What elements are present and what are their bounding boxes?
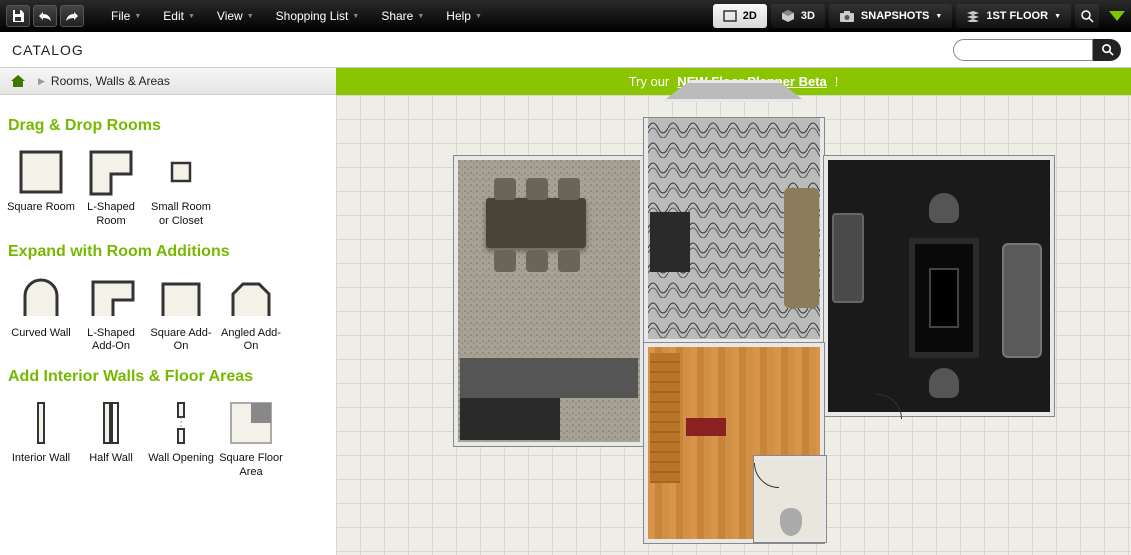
section-additions-title: Expand with Room Additions [8, 243, 330, 261]
breadcrumb-home-icon[interactable] [8, 72, 28, 90]
promo-suffix: ! [835, 74, 839, 89]
furniture-chair[interactable] [494, 250, 516, 272]
floor-selector[interactable]: 1ST FLOOR▼ [956, 4, 1071, 28]
catalog-item-square-addon[interactable]: Square Add-On [146, 273, 216, 355]
view-3d-button[interactable]: 3D [771, 4, 825, 28]
catalog-item-interior-wall[interactable]: Interior Wall [6, 398, 76, 480]
furniture-chair[interactable] [558, 250, 580, 272]
menu-edit[interactable]: Edit▼ [163, 9, 195, 23]
furniture-toilet[interactable] [780, 508, 802, 536]
top-toolbar: File▼ Edit▼ View▼ Shopping List▼ Share▼ … [0, 0, 1131, 32]
catalog-item-l-room[interactable]: L-Shaped Room [76, 147, 146, 229]
furniture-dining-table[interactable] [486, 198, 586, 248]
furniture-chair[interactable] [558, 178, 580, 200]
catalog-search [953, 39, 1121, 61]
catalog-sidebar: ▶ Rooms, Walls & Areas Drag & Drop Rooms… [0, 68, 336, 555]
catalog-title: CATALOG [12, 42, 84, 58]
collapse-arrow-icon[interactable] [1109, 11, 1125, 21]
menu-view[interactable]: View▼ [217, 9, 254, 23]
furniture-loveseat[interactable] [832, 213, 864, 303]
section-walls-title: Add Interior Walls & Floor Areas [8, 368, 330, 386]
furniture-chair[interactable] [526, 250, 548, 272]
search-button[interactable] [1093, 39, 1121, 61]
catalog-item-angled-addon[interactable]: Angled Add-On [216, 273, 286, 355]
menu-file[interactable]: File▼ [111, 9, 141, 23]
promo-prefix: Try our [629, 74, 670, 89]
furniture-kitchen-island[interactable] [460, 358, 638, 398]
menu-bar: File▼ Edit▼ View▼ Shopping List▼ Share▼ … [111, 9, 482, 23]
catalog-item-wall-opening[interactable]: Wall Opening [146, 398, 216, 480]
furniture-sofa[interactable] [784, 188, 819, 308]
catalog-item-floor-area[interactable]: Square Floor Area [216, 398, 286, 480]
undo-button[interactable] [33, 5, 57, 27]
snapshots-button[interactable]: SNAPSHOTS▼ [829, 4, 952, 28]
redo-button[interactable] [60, 5, 84, 27]
furniture-armchair[interactable] [929, 193, 959, 223]
catalog-item-small-room[interactable]: Small Room or Closet [146, 147, 216, 229]
menu-help[interactable]: Help▼ [446, 9, 482, 23]
breadcrumb: ▶ Rooms, Walls & Areas [0, 68, 336, 95]
catalog-item-square-room[interactable]: Square Room [6, 147, 76, 229]
floor-plan[interactable] [454, 118, 1094, 543]
furniture-counter[interactable] [460, 398, 560, 440]
furniture-cabinet[interactable] [650, 212, 690, 272]
furniture-doormat[interactable] [686, 418, 726, 436]
catalog-item-l-addon[interactable]: L-Shaped Add-On [76, 273, 146, 355]
catalog-header: CATALOG [0, 32, 1131, 68]
breadcrumb-current: Rooms, Walls & Areas [51, 74, 170, 88]
view-2d-button[interactable]: 2D [713, 4, 767, 28]
zoom-button[interactable] [1075, 4, 1099, 28]
menu-shopping-list[interactable]: Shopping List▼ [276, 9, 360, 23]
furniture-sectional[interactable] [1002, 243, 1042, 358]
furniture-stairs[interactable] [650, 353, 680, 483]
catalog-item-half-wall[interactable]: Half Wall [76, 398, 146, 480]
section-rooms-title: Drag & Drop Rooms [8, 117, 330, 135]
chevron-right-icon: ▶ [38, 76, 45, 87]
save-button[interactable] [6, 5, 30, 27]
furniture-chair[interactable] [526, 178, 548, 200]
furniture-armchair[interactable] [929, 368, 959, 398]
furniture-coffee-table[interactable] [929, 268, 959, 328]
menu-share[interactable]: Share▼ [381, 9, 424, 23]
search-input[interactable] [953, 39, 1093, 61]
furniture-chair[interactable] [494, 178, 516, 200]
design-canvas[interactable]: Try our NEW Floor Planner Beta ! [336, 68, 1131, 555]
catalog-item-curved-wall[interactable]: Curved Wall [6, 273, 76, 355]
